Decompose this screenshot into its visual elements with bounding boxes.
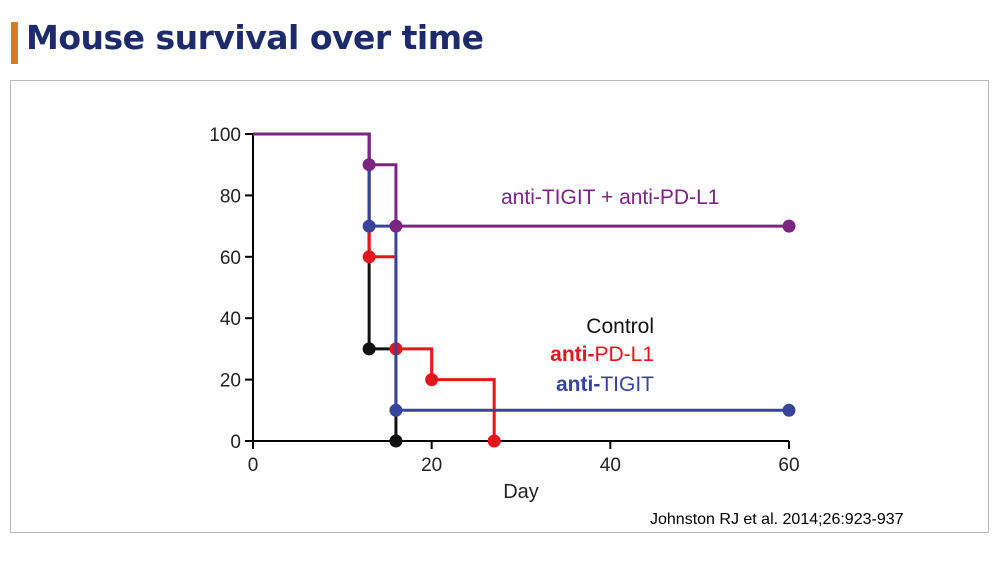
- series-line-3: [253, 132, 789, 228]
- y-tick-label: 0: [230, 432, 241, 453]
- page-title: Mouse survival over time: [26, 18, 484, 57]
- x-tick-label: 60: [778, 455, 799, 476]
- data-point: [362, 342, 376, 356]
- data-point: [782, 219, 796, 233]
- legend-label-0: Control: [586, 315, 654, 338]
- x-tick-label: 40: [600, 455, 621, 476]
- data-point: [362, 219, 376, 233]
- data-point: [389, 219, 403, 233]
- data-point: [425, 373, 439, 387]
- y-tick-label: 100: [209, 125, 241, 146]
- data-point: [487, 434, 501, 448]
- data-point: [362, 250, 376, 264]
- series-line-2: [253, 132, 789, 412]
- survival-chart: 0 20 40 60 80 100 0 20 40 60 Day Control anti-PD-L1 a…: [209, 125, 799, 503]
- data-point: [362, 158, 376, 172]
- y-tick-label: 60: [220, 248, 241, 269]
- series-line-1: [253, 132, 496, 441]
- legend-label-3: anti-TIGIT + anti-PD-L1: [501, 186, 719, 209]
- data-point: [389, 403, 403, 417]
- x-tick-label: 20: [421, 455, 442, 476]
- citation: Johnston RJ et al. 2014;26:923-937: [650, 511, 904, 528]
- y-tick-label: 80: [220, 186, 241, 207]
- y-tick-label: 40: [220, 309, 241, 330]
- title-accent-bar: [11, 22, 18, 64]
- data-point: [782, 403, 796, 417]
- x-tick-label: 0: [248, 455, 259, 476]
- series-line-0: [253, 132, 398, 441]
- chart-frame: 0 20 40 60 80 100 0 20 40 60 Day Control anti-PD-L1 a…: [10, 80, 989, 533]
- y-tick-label: 20: [220, 371, 241, 392]
- data-point: [389, 434, 403, 448]
- legend-label-1: anti-PD-L1: [550, 343, 654, 366]
- legend-label-2: anti-TIGIT: [556, 373, 654, 396]
- x-axis-label: Day: [503, 481, 539, 503]
